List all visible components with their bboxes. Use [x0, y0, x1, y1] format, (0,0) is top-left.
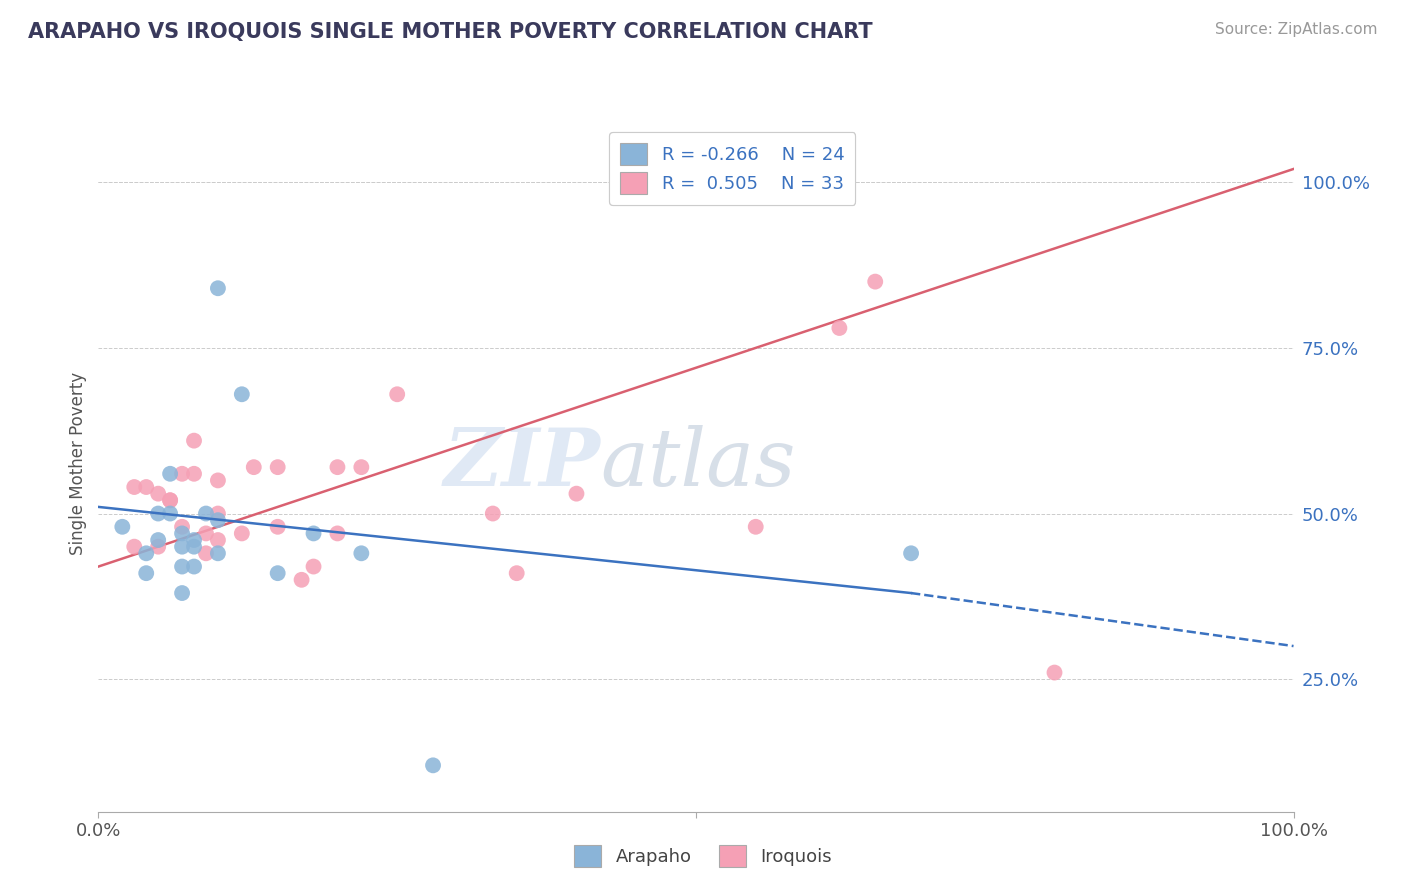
Point — [135, 480, 157, 494]
Point — [302, 526, 325, 541]
Point — [745, 520, 768, 534]
Text: atlas: atlas — [600, 425, 796, 502]
Point — [290, 573, 312, 587]
Point — [863, 275, 886, 289]
Point — [207, 281, 229, 295]
Point — [267, 460, 290, 475]
Point — [267, 566, 290, 581]
Point — [194, 526, 217, 541]
Point — [183, 533, 205, 547]
Point — [302, 559, 325, 574]
Point — [194, 546, 217, 560]
Point — [183, 559, 205, 574]
Point — [207, 474, 229, 488]
Point — [148, 486, 170, 500]
Point — [172, 467, 194, 481]
Point — [1043, 665, 1066, 680]
Point — [350, 546, 373, 560]
Point — [422, 758, 444, 772]
Point — [326, 460, 349, 475]
Point — [172, 540, 194, 554]
Point — [207, 507, 229, 521]
Point — [828, 321, 851, 335]
Point — [565, 486, 588, 500]
Point — [148, 507, 170, 521]
Point — [243, 460, 266, 475]
Point — [231, 387, 253, 401]
Point — [124, 480, 146, 494]
Text: ARAPAHO VS IROQUOIS SINGLE MOTHER POVERTY CORRELATION CHART: ARAPAHO VS IROQUOIS SINGLE MOTHER POVERT… — [28, 22, 873, 42]
Point — [385, 387, 409, 401]
Point — [183, 434, 205, 448]
Y-axis label: Single Mother Poverty: Single Mother Poverty — [69, 372, 87, 556]
Text: Source: ZipAtlas.com: Source: ZipAtlas.com — [1215, 22, 1378, 37]
Point — [207, 546, 229, 560]
Point — [135, 566, 157, 581]
Point — [148, 533, 170, 547]
Point — [159, 493, 181, 508]
Point — [350, 460, 373, 475]
Point — [267, 520, 290, 534]
Point — [506, 566, 529, 581]
Point — [135, 546, 157, 560]
Legend: R = -0.266    N = 24, R =  0.505    N = 33: R = -0.266 N = 24, R = 0.505 N = 33 — [609, 132, 855, 205]
Point — [207, 533, 229, 547]
Point — [207, 513, 229, 527]
Legend: Arapaho, Iroquois: Arapaho, Iroquois — [567, 838, 839, 874]
Point — [159, 493, 181, 508]
Point — [900, 546, 922, 560]
Point — [481, 507, 505, 521]
Point — [159, 467, 181, 481]
Point — [111, 520, 134, 534]
Point — [148, 540, 170, 554]
Point — [194, 507, 217, 521]
Point — [231, 526, 253, 541]
Point — [159, 507, 181, 521]
Point — [172, 586, 194, 600]
Point — [172, 559, 194, 574]
Point — [172, 520, 194, 534]
Point — [183, 540, 205, 554]
Text: ZIP: ZIP — [443, 425, 600, 502]
Point — [183, 467, 205, 481]
Point — [124, 540, 146, 554]
Point — [326, 526, 349, 541]
Point — [172, 526, 194, 541]
